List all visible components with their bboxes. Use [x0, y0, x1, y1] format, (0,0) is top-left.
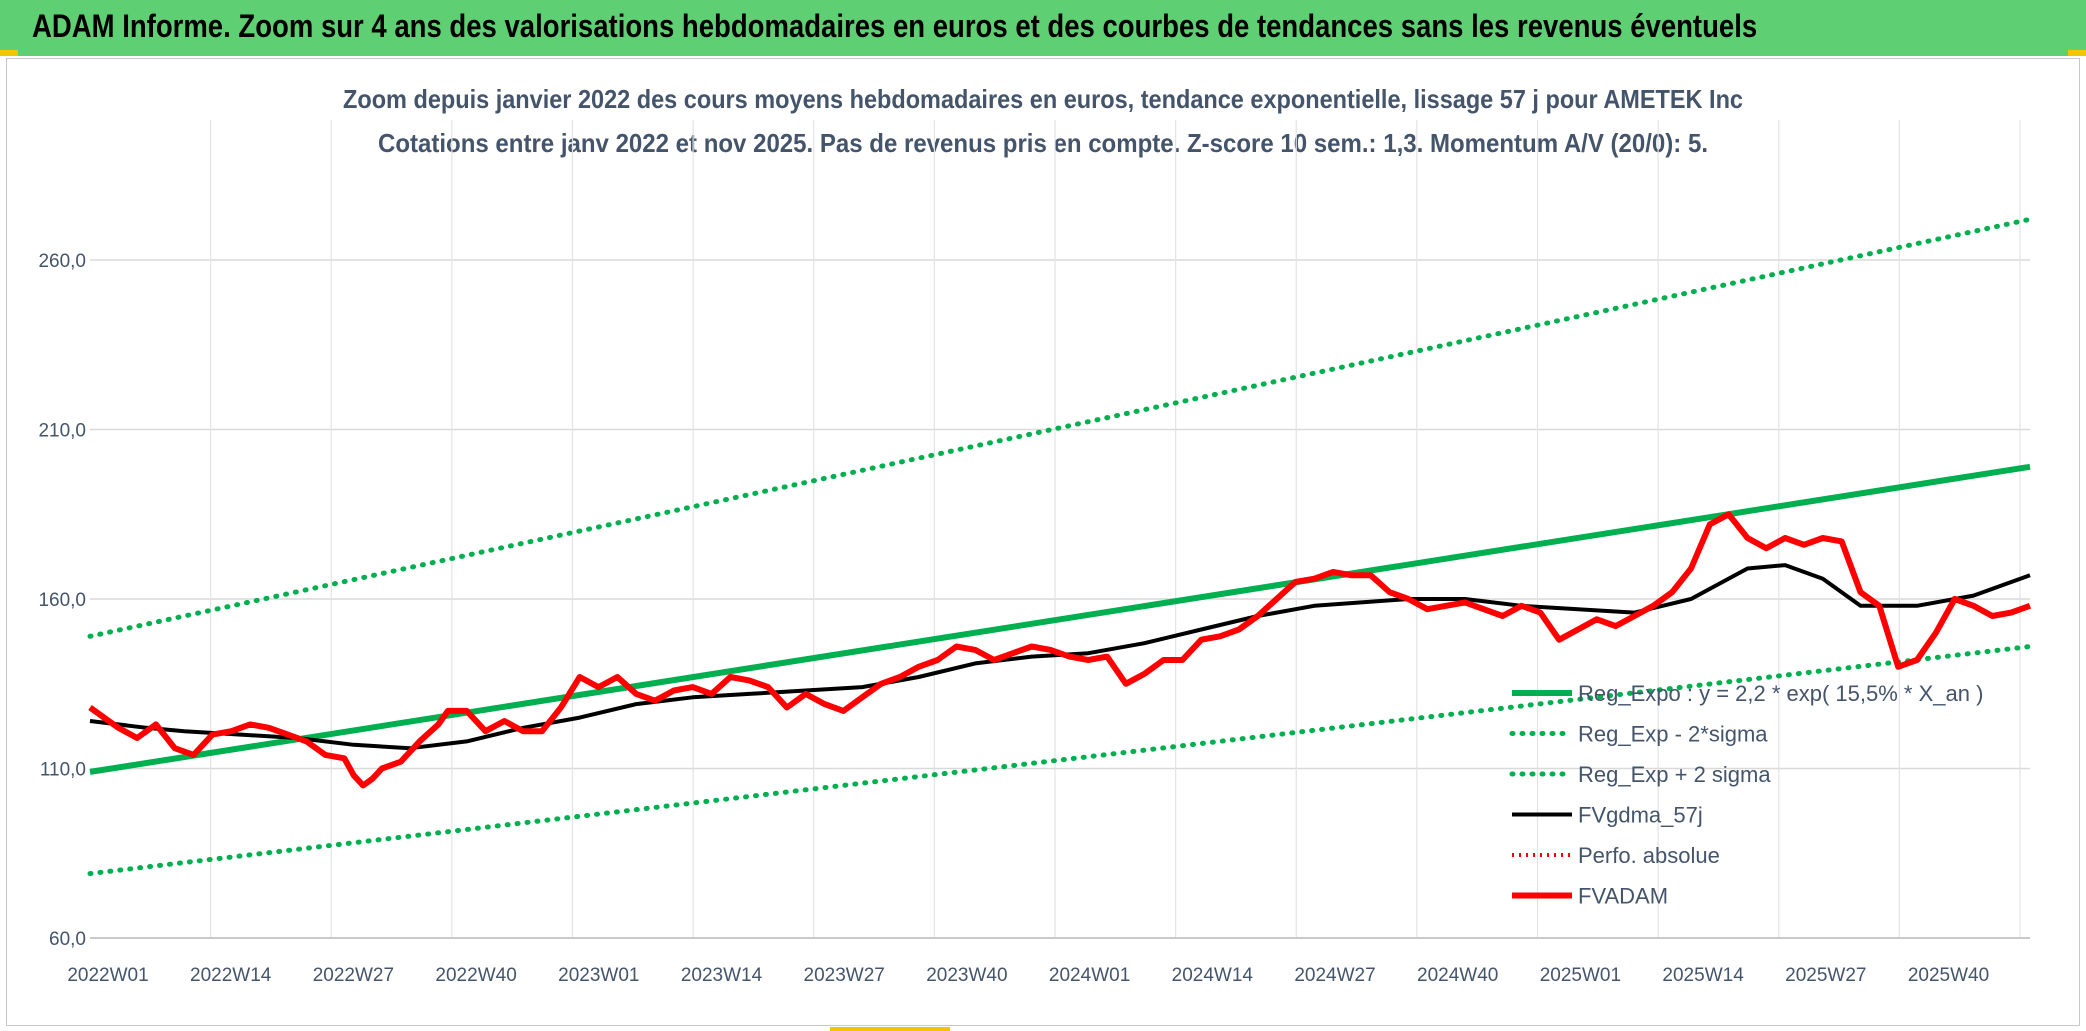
banner-accent-right: [2068, 50, 2086, 56]
bottom-accent-strip: [830, 1027, 950, 1031]
legend: Reg_Expo : y = 2,2 * exp( 15,5% * X_an )…: [1509, 681, 1983, 909]
x-tick-label: 2022W01: [67, 965, 148, 986]
x-tick-label: 2025W14: [1662, 965, 1744, 986]
banner-accent-left: [0, 50, 18, 56]
x-tick-label: 2024W27: [1294, 965, 1375, 986]
series-reg-expo: [89, 463, 2031, 775]
y-tick-label: 210,0: [38, 421, 86, 442]
chart-title: Zoom depuis janvier 2022 des cours moyen…: [343, 84, 1743, 114]
legend-label: FVgdma_57j: [1578, 803, 1703, 828]
banner-title: ADAM Informe. Zoom sur 4 ans des valoris…: [32, 8, 1758, 44]
legend-label: Reg_Expo : y = 2,2 * exp( 15,5% * X_an ): [1578, 681, 1983, 706]
x-tick-label: 2023W01: [558, 965, 639, 986]
legend-label: Reg_Exp + 2 sigma: [1578, 762, 1771, 787]
y-tick-label: 160,0: [38, 590, 86, 611]
series-reg-exp: [87, 216, 2033, 639]
x-tick-label: 2024W14: [1172, 965, 1254, 986]
y-axis-ticks: 60,0 110,0 160,0 210,0 260,0: [38, 251, 86, 950]
x-tick-label: 2024W40: [1417, 965, 1498, 986]
x-tick-label: 2025W01: [1540, 965, 1621, 986]
chart-frame: [6, 58, 2080, 1026]
legend-label: Perfo. absolue: [1578, 843, 1720, 868]
x-tick-label: 2022W27: [313, 965, 394, 986]
x-tick-label: 2025W27: [1785, 965, 1866, 986]
y-tick-label: 260,0: [38, 251, 86, 272]
series-group: [87, 216, 2033, 877]
x-tick-label: 2023W14: [681, 965, 763, 986]
report-banner: ADAM Informe. Zoom sur 4 ans des valoris…: [0, 0, 2086, 56]
legend-label: FVADAM: [1578, 884, 1668, 909]
gridlines: [90, 120, 2030, 939]
series-fvadam: [88, 511, 2032, 789]
x-tick-label: 2023W40: [926, 965, 1007, 986]
x-axis-ticks: 2022W01 2022W14 2022W27 2022W40 2023W01 2023W…: [67, 965, 1989, 986]
x-tick-label: 2022W40: [435, 965, 516, 986]
legend-label: Reg_Exp - 2*sigma: [1578, 722, 1768, 747]
y-tick-label: 60,0: [49, 929, 86, 950]
chart-subtitle: Cotations entre janv 2022 et nov 2025. P…: [378, 128, 1708, 158]
x-tick-label: 2025W40: [1908, 965, 1989, 986]
y-tick-label: 110,0: [40, 760, 86, 781]
x-tick-label: 2024W01: [1049, 965, 1130, 986]
x-tick-label: 2022W14: [190, 965, 272, 986]
series-reg-exp: [87, 644, 2033, 877]
x-tick-label: 2023W27: [804, 965, 885, 986]
